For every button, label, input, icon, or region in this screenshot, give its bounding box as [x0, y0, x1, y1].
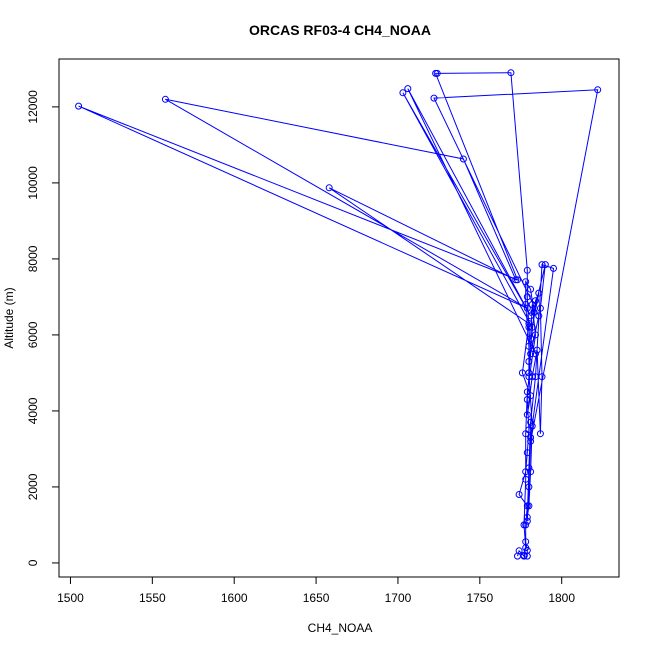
- y-axis: 0 2000 4000 6000 8000 10000 12000: [26, 90, 60, 566]
- data-point: [523, 304, 531, 312]
- data-point: [75, 102, 83, 110]
- data-point: [533, 346, 541, 354]
- x-tick-label: 1750: [466, 591, 493, 605]
- plot-frame: [58, 58, 620, 578]
- data-point: [525, 342, 533, 350]
- x-tick-label: 1500: [57, 591, 84, 605]
- data-point: [525, 483, 533, 491]
- data-point: [161, 95, 169, 103]
- x-axis: 1500 1550 1600 1650 1700 1750 1800: [57, 576, 575, 605]
- y-tick-label: 12000: [26, 90, 40, 124]
- y-tick-label: 4000: [26, 397, 40, 424]
- data-point: [525, 464, 533, 472]
- x-axis-label: CH4_NOAA: [308, 621, 373, 635]
- data-point: [594, 86, 602, 94]
- data-point: [512, 276, 520, 284]
- x-tick-label: 1550: [139, 591, 166, 605]
- data-point: [523, 293, 531, 301]
- data-point: [528, 422, 536, 430]
- data-point: [522, 278, 530, 286]
- data-point: [515, 547, 523, 555]
- y-axis-label: Altitude (m): [2, 287, 16, 348]
- data-point: [525, 369, 533, 377]
- x-tick-label: 1650: [303, 591, 330, 605]
- data-point: [550, 264, 557, 272]
- series-line: [78, 72, 599, 557]
- data-point: [535, 312, 543, 320]
- x-tick-label: 1600: [221, 591, 248, 605]
- data-point: [520, 551, 528, 559]
- data-point: [527, 437, 535, 445]
- data-point: [459, 155, 467, 163]
- data-point: [430, 94, 438, 102]
- x-tick-label: 1700: [385, 591, 412, 605]
- data-point: [522, 544, 530, 552]
- series-layer: [75, 69, 602, 560]
- data-point: [523, 411, 531, 419]
- data-point: [536, 430, 544, 438]
- data-point: [528, 323, 536, 331]
- data-point: [522, 430, 530, 438]
- y-tick-label: 8000: [26, 245, 40, 272]
- data-point: [527, 350, 535, 358]
- data-point: [325, 184, 333, 192]
- chart-title: ORCAS RF03-4 CH4_NOAA: [249, 22, 431, 38]
- y-tick-label: 2000: [26, 473, 40, 500]
- data-point: [541, 261, 549, 269]
- data-point: [522, 475, 530, 483]
- y-tick-label: 0: [26, 559, 40, 566]
- data-point: [536, 304, 544, 312]
- data-point: [532, 350, 539, 358]
- y-tick-label: 10000: [26, 166, 40, 200]
- data-point: [535, 289, 543, 297]
- data-point: [523, 388, 531, 396]
- data-point: [523, 513, 531, 521]
- data-point: [399, 89, 407, 97]
- data-point: [515, 491, 523, 498]
- data-point: [432, 69, 440, 77]
- data-point: [527, 468, 535, 476]
- data-point: [527, 434, 535, 441]
- data-point: [532, 331, 539, 339]
- x-tick-label: 1800: [548, 591, 575, 605]
- data-point: [523, 266, 531, 274]
- data-point: [527, 418, 535, 426]
- data-point: [525, 373, 533, 381]
- data-point: [527, 285, 535, 293]
- data-point: [520, 521, 528, 529]
- data-point: [528, 301, 536, 308]
- y-tick-label: 6000: [26, 321, 40, 348]
- data-point: [525, 502, 533, 510]
- data-point: [523, 449, 531, 457]
- data-point: [538, 261, 546, 269]
- data-point: [527, 335, 535, 343]
- data-point: [532, 373, 539, 381]
- data-point: [527, 312, 535, 320]
- data-point: [525, 358, 533, 365]
- data-point: [404, 85, 412, 93]
- data-point: [507, 69, 515, 77]
- data-point: [525, 323, 533, 331]
